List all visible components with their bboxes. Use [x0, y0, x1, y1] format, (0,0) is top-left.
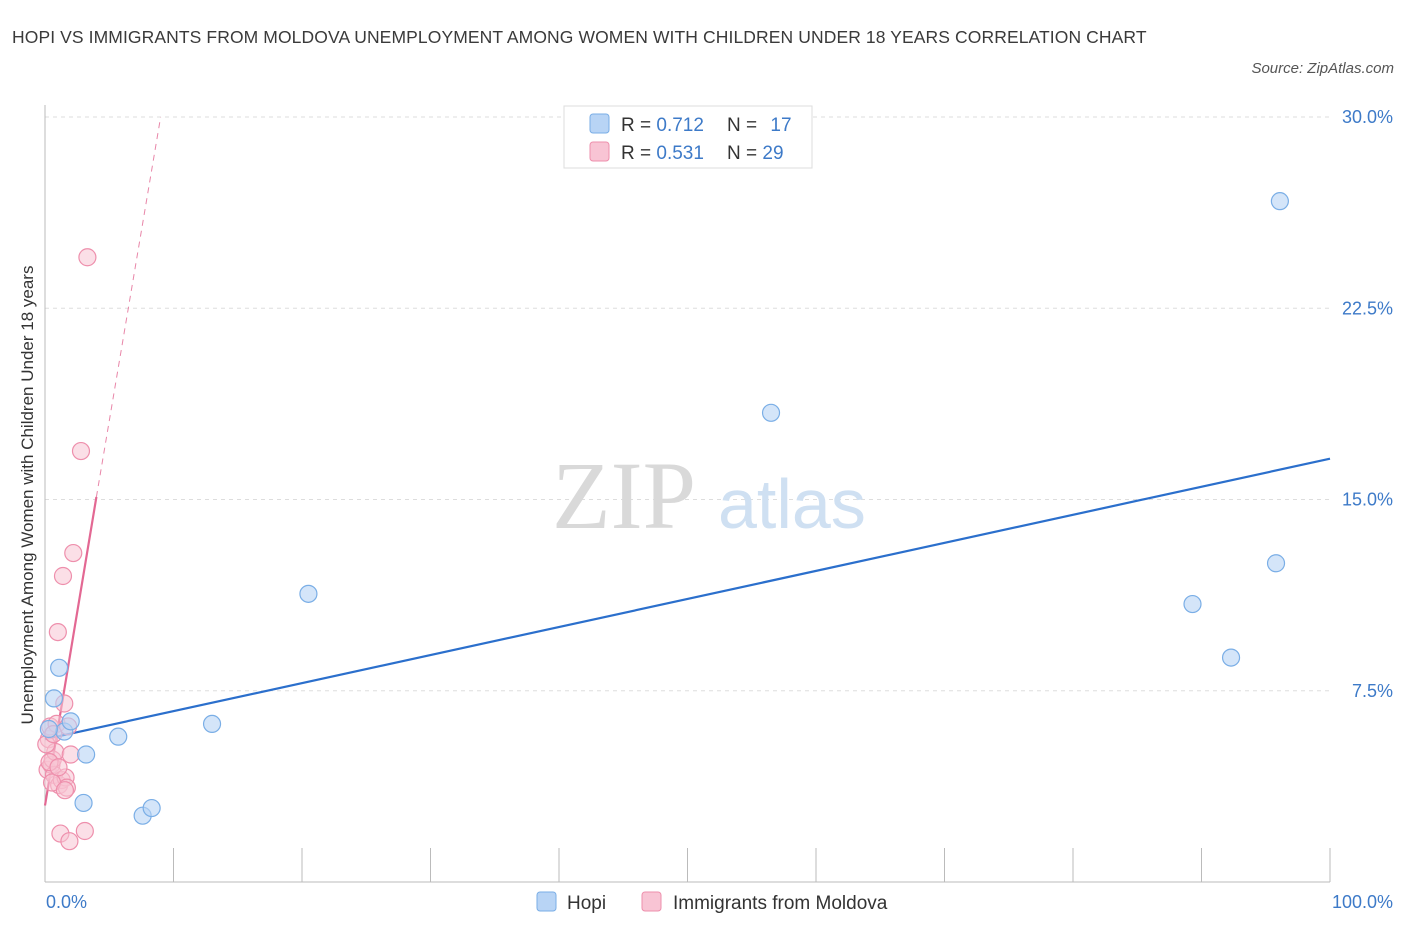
- source-label: Source: ZipAtlas.com: [1251, 60, 1394, 77]
- legend-n-label-moldova: N =: [727, 143, 762, 164]
- point-moldova-27: [49, 758, 68, 777]
- point-hopi-15: [1270, 192, 1289, 211]
- point-moldova-20: [71, 441, 91, 461]
- point-moldova-8: [48, 622, 67, 642]
- point-hopi-1: [50, 658, 69, 677]
- svg-text:R = 0.531: R = 0.531: [621, 143, 704, 164]
- y-tick-labels: 7.5% 15.0% 22.5% 30.0%: [1342, 107, 1393, 701]
- legend-swatch-hopi: [589, 113, 610, 134]
- point-hopi-13: [1221, 648, 1241, 667]
- point-moldova-21: [75, 821, 94, 841]
- x-tick-label-0: 0.0%: [46, 892, 87, 912]
- x-tick-labels: 0.0% 100.0%: [46, 892, 1393, 912]
- point-moldova-17: [60, 832, 79, 851]
- grid-lines: [45, 116, 1330, 692]
- legend-n-value-hopi: 17: [770, 115, 791, 136]
- point-moldova-12: [53, 566, 73, 586]
- svg-text:R = 0.712: R = 0.712: [621, 115, 704, 136]
- point-hopi-6: [109, 727, 128, 746]
- point-moldova-19: [64, 543, 83, 563]
- legend-swatch-moldova: [589, 141, 610, 162]
- x-tick-label-1: 100.0%: [1332, 892, 1393, 912]
- legend-r-label-moldova: R =: [621, 143, 656, 164]
- point-hopi-10: [299, 584, 318, 603]
- point-moldova-28: [55, 781, 75, 800]
- y-tick-label-0: 7.5%: [1352, 681, 1393, 701]
- legend-box: R = 0.712 N = 17 R = 0.531 N = 29: [563, 105, 813, 169]
- svg-text:N = 29: N = 29: [727, 143, 784, 164]
- point-hopi-16: [39, 719, 58, 739]
- point-moldova-22: [78, 248, 97, 267]
- point-hopi-5: [77, 745, 96, 764]
- svg-text:N = 17: N = 17: [727, 115, 792, 136]
- legend-r-label-hopi: R =: [621, 115, 656, 136]
- point-hopi-9: [202, 714, 222, 734]
- data-points: [37, 192, 1289, 851]
- point-hopi-11: [761, 403, 781, 422]
- bottom-legend-swatch-hopi: [536, 891, 557, 912]
- point-hopi-8: [142, 798, 161, 818]
- trend-line-hopi: [44, 457, 1331, 741]
- bottom-legend-label-moldova: Immigrants from Moldova: [673, 893, 888, 914]
- bottom-legend-swatch-moldova: [641, 891, 662, 912]
- trend-line-moldova-extended: [95, 116, 162, 498]
- watermark-zip: ZIP: [552, 442, 696, 549]
- legend-n-label-hopi: N =: [727, 115, 762, 136]
- watermark-atlas: atlas: [718, 465, 866, 543]
- point-hopi-14: [1266, 554, 1286, 573]
- bottom-legend-label-hopi: Hopi: [567, 893, 606, 914]
- bottom-legend: Hopi Immigrants from Moldova: [536, 891, 888, 914]
- legend-r-value-hopi: 0.712: [656, 115, 704, 136]
- point-hopi-4: [74, 793, 93, 813]
- y-axis-label: Unemployment Among Women with Children U…: [18, 266, 37, 725]
- legend-r-value-moldova: 0.531: [656, 143, 704, 164]
- y-tick-label-2: 22.5%: [1342, 298, 1393, 318]
- point-hopi-0: [44, 689, 64, 708]
- point-hopi-3: [61, 712, 80, 731]
- point-moldova-18: [61, 745, 80, 764]
- chart-title: HOPI VS IMMIGRANTS FROM MOLDOVA UNEMPLOY…: [12, 27, 1147, 47]
- y-tick-label-1: 15.0%: [1342, 490, 1393, 510]
- point-hopi-12: [1183, 594, 1202, 614]
- legend-n-value-moldova: 29: [762, 143, 783, 164]
- y-tick-label-3: 30.0%: [1342, 107, 1393, 127]
